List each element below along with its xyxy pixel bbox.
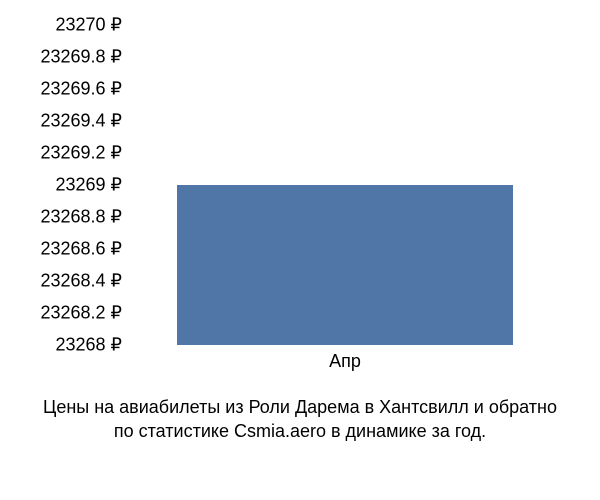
y-tick-label: 23268.6 ₽: [40, 239, 122, 260]
y-tick-label: 23268.8 ₽: [40, 207, 122, 228]
bar: [177, 185, 512, 345]
plot-area: 23268 ₽23268.2 ₽23268.4 ₽23268.6 ₽23268.…: [130, 25, 560, 345]
price-bar-chart: 23268 ₽ 23268.2 ₽ 23268.4 ₽ 23268.6 ₽ 23268.…: [0, 25, 600, 375]
y-tick-label: 23269.2 ₽: [40, 143, 122, 164]
y-tick-label: 23269.6 ₽: [40, 79, 122, 100]
y-tick-label: 23269.4 ₽: [40, 111, 122, 132]
y-tick-label: 23269 ₽: [55, 175, 122, 196]
y-tick-label: 23270 ₽: [55, 15, 122, 36]
caption-line-2: по статистике Csmia.aero в динамике за г…: [114, 421, 486, 441]
y-tick-label: 23268.4 ₽: [40, 271, 122, 292]
y-tick-label: 23268 ₽: [55, 335, 122, 356]
caption-line-1: Цены на авиабилеты из Роли Дарема в Хант…: [43, 397, 557, 417]
x-tick-label: Апр: [329, 351, 361, 372]
chart-caption: Цены на авиабилеты из Роли Дарема в Хант…: [0, 395, 600, 444]
y-tick-label: 23269.8 ₽: [40, 47, 122, 68]
x-axis-labels: Апр: [130, 345, 560, 375]
y-tick-label: 23268.2 ₽: [40, 303, 122, 324]
